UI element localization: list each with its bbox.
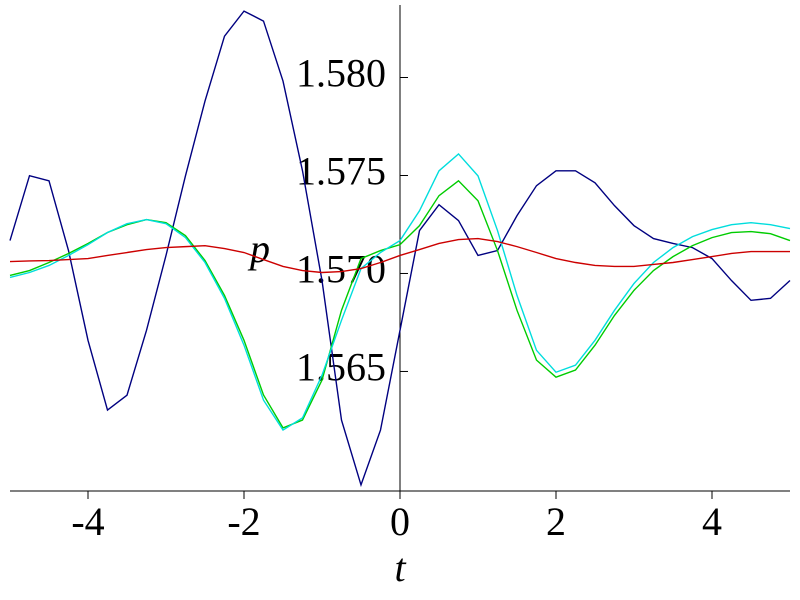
y-tick-label: 1.575 [296, 149, 386, 194]
y-axis-label: p [247, 226, 270, 271]
x-axis-label: t [394, 545, 406, 590]
series-line [9, 152, 791, 432]
series-line [9, 10, 791, 488]
x-tick-label: 2 [546, 499, 566, 544]
x-tick-label: 0 [390, 499, 410, 544]
x-tick-label: -2 [227, 499, 260, 544]
y-tick-label: 1.580 [296, 51, 386, 96]
series-line [9, 237, 790, 274]
x-tick-label: 4 [702, 499, 722, 544]
x-tick-label: -4 [71, 499, 104, 544]
y-tick-label: 1.565 [296, 345, 386, 390]
